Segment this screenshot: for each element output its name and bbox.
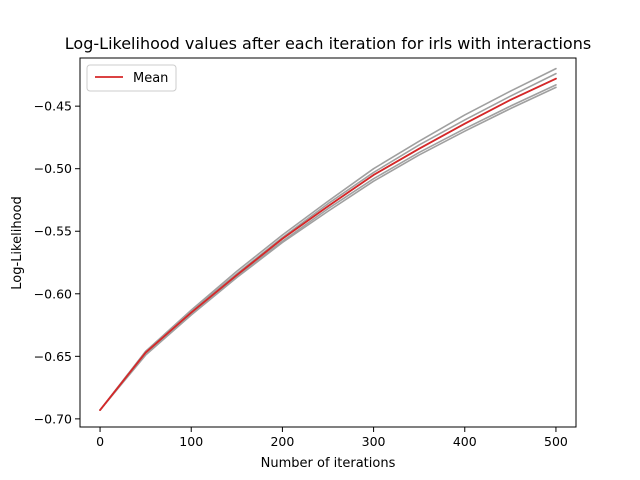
series-line-run-4	[99, 84, 557, 411]
series-layer	[99, 67, 557, 412]
y-axis-label: Log-Likelihood	[10, 196, 25, 289]
y-tick-label: −0.65	[34, 349, 72, 364]
x-tick-label: 500	[544, 434, 568, 449]
series-line-run-2	[99, 72, 557, 411]
x-tick-label: 200	[270, 434, 294, 449]
legend-mean-label: Mean	[133, 71, 168, 86]
x-tick-label: 100	[179, 434, 203, 449]
y-axis-ticks: −0.70 −0.65 −0.60 −0.55 −0.50 −0.45	[34, 99, 80, 426]
y-tick-label: −0.45	[34, 99, 72, 114]
y-tick-label: −0.70	[34, 411, 72, 426]
x-axis-ticks: 0 100 200 300 400 500	[96, 427, 568, 449]
x-tick-label: 0	[96, 434, 104, 449]
chart-title: Log-Likelihood values after each iterati…	[65, 34, 591, 53]
series-line-run-5	[99, 86, 557, 411]
legend: Mean	[86, 64, 177, 92]
x-tick-label: 400	[453, 434, 477, 449]
y-tick-label: −0.50	[34, 161, 72, 176]
legend-box	[86, 64, 177, 92]
y-tick-label: −0.60	[34, 286, 72, 301]
x-axis-label: Number of iterations	[261, 456, 396, 471]
series-line-mean	[99, 77, 557, 412]
x-tick-label: 300	[362, 434, 386, 449]
y-tick-label: −0.55	[34, 224, 72, 239]
plot-frame	[79, 57, 577, 428]
